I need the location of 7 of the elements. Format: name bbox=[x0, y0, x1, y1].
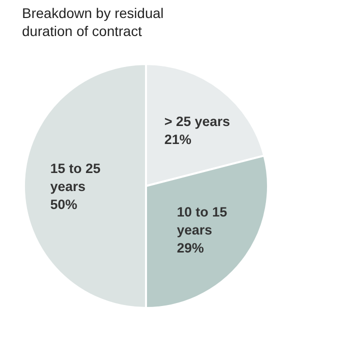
chart-title: Breakdown by residual duration of contract bbox=[22, 5, 164, 39]
slice-label: 10 to 15 years bbox=[176, 204, 228, 238]
data-label: 29% bbox=[176, 240, 204, 256]
slice-label: 15 to 25 years bbox=[50, 161, 102, 194]
slice-label: > 25 years bbox=[164, 114, 230, 130]
data-label: 50% bbox=[50, 197, 78, 212]
data-label: 21% bbox=[164, 132, 192, 148]
